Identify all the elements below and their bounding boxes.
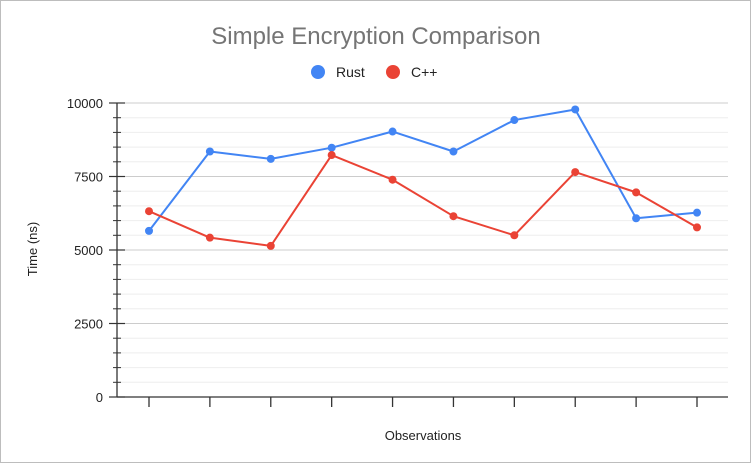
series-line-rust[interactable] <box>148 108 698 232</box>
legend-item-rust[interactable]: Rust <box>311 64 365 80</box>
y-tick-label: 5000 <box>74 243 103 258</box>
y-axis: 0 2500 5000 7500 10000 <box>67 96 125 405</box>
legend-marker-cpp <box>386 65 400 79</box>
series-layer <box>145 105 701 250</box>
data-point-cpp[interactable] <box>571 168 580 177</box>
legend-item-cpp[interactable]: C++ <box>386 64 437 80</box>
data-point-rust[interactable] <box>205 147 214 156</box>
data-point-rust[interactable] <box>449 147 458 156</box>
legend[interactable]: Rust C++ <box>311 64 437 80</box>
gridlines <box>117 102 728 383</box>
chart-title: Simple Encryption Comparison <box>211 23 540 50</box>
data-point-cpp[interactable] <box>327 151 336 160</box>
y-tick-label: 2500 <box>74 317 103 332</box>
data-point-cpp[interactable] <box>145 207 153 216</box>
data-point-rust[interactable] <box>388 127 397 136</box>
data-point-cpp[interactable] <box>266 241 275 250</box>
legend-label-rust: Rust <box>336 64 365 80</box>
data-point-rust[interactable] <box>145 226 153 235</box>
legend-marker-rust <box>311 65 325 79</box>
data-point-cpp[interactable] <box>632 188 641 197</box>
data-point-cpp[interactable] <box>205 233 214 242</box>
data-point-rust[interactable] <box>266 154 275 163</box>
y-axis-title: Time (ns) <box>25 222 40 276</box>
y-tick-label: 0 <box>96 390 103 405</box>
series-line-cpp[interactable] <box>148 154 698 247</box>
x-axis <box>117 396 728 407</box>
data-point-cpp[interactable] <box>449 212 458 221</box>
y-tick-label: 10000 <box>67 96 103 111</box>
data-point-cpp[interactable] <box>693 223 701 232</box>
data-point-rust[interactable] <box>327 143 336 152</box>
data-point-rust[interactable] <box>632 214 641 223</box>
data-point-cpp[interactable] <box>510 231 519 240</box>
data-point-rust[interactable] <box>510 116 519 125</box>
data-point-cpp[interactable] <box>388 175 397 184</box>
data-point-rust[interactable] <box>693 208 701 217</box>
y-tick-label: 7500 <box>74 170 103 185</box>
data-point-rust[interactable] <box>571 105 580 114</box>
legend-label-cpp: C++ <box>411 64 437 80</box>
x-axis-title: Observations <box>385 428 462 443</box>
